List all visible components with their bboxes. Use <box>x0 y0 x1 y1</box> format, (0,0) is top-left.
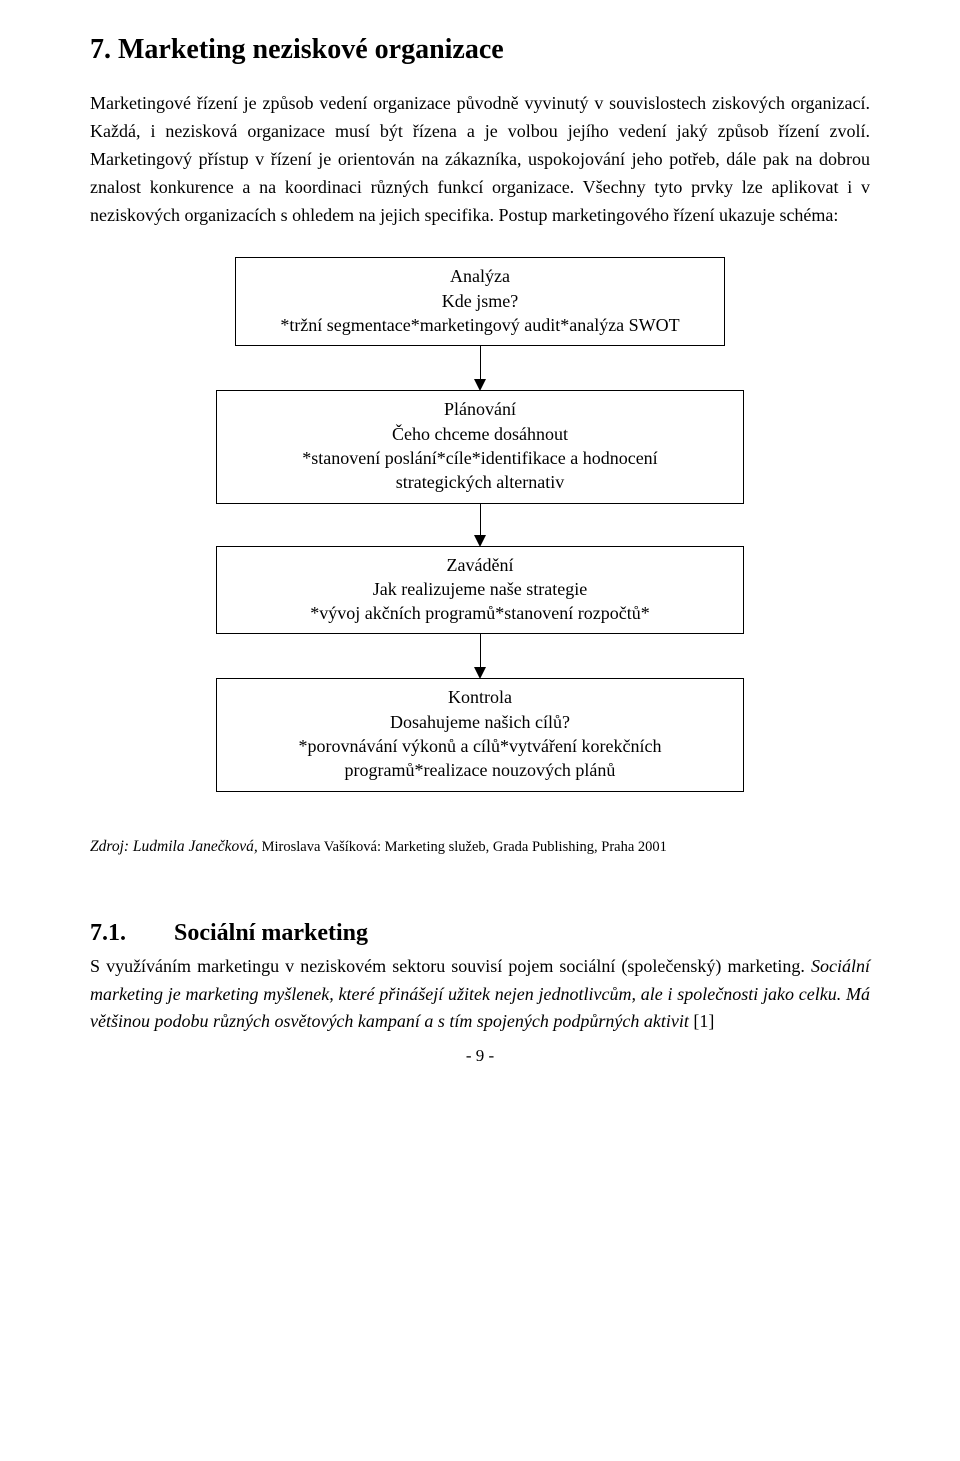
flowchart-box-line: programů*realizace nouzových plánů <box>231 758 729 782</box>
flowchart-box: PlánováníČeho chceme dosáhnout*stanovení… <box>216 390 744 503</box>
subsection-heading: 7.1. Sociální marketing <box>90 920 870 947</box>
flowchart-box-line: Plánování <box>231 397 729 421</box>
flowchart-arrow <box>474 633 486 679</box>
flowchart-box-line: Jak realizujeme naše strategie <box>231 577 729 601</box>
flowchart-box-line: Dosahujeme našich cílů? <box>231 710 729 734</box>
para2-lead: S využíváním marketingu v neziskovém sek… <box>90 956 811 976</box>
flowchart-box-line: strategických alternativ <box>231 470 729 494</box>
subsection-number: 7.1. <box>90 920 126 947</box>
flowchart-box-line: Kontrola <box>231 685 729 709</box>
flowchart-arrow <box>474 503 486 547</box>
subsection-paragraph: S využíváním marketingu v neziskovém sek… <box>90 953 870 1037</box>
flowchart-box-line: Čeho chceme dosáhnout <box>231 422 729 446</box>
source-rest: Miroslava Vašíková: Marketing služeb, Gr… <box>262 839 667 855</box>
source-author: Zdroj: Ludmila Janečková, <box>90 838 262 855</box>
flowchart-box-line: Kde jsme? <box>250 289 710 313</box>
flowchart-box-line: *porovnávání výkonů a cílů*vytváření kor… <box>231 734 729 758</box>
flowchart: AnalýzaKde jsme?*tržní segmentace*market… <box>90 257 870 791</box>
page-number: - 9 - <box>90 1046 870 1066</box>
arrow-shaft <box>480 345 481 379</box>
flowchart-arrow <box>474 345 486 391</box>
arrow-shaft <box>480 503 481 535</box>
section-heading: 7. Marketing neziskové organizace <box>90 34 870 66</box>
flowchart-box-line: Zavádění <box>231 553 729 577</box>
arrow-shaft <box>480 633 481 667</box>
para2-ref: [1] <box>693 1011 714 1031</box>
flowchart-box-line: *tržní segmentace*marketingový audit*ana… <box>250 313 710 337</box>
intro-paragraph: Marketingové řízení je způsob vedení org… <box>90 90 870 229</box>
subsection-title: Sociální marketing <box>174 920 368 946</box>
flowchart-box: KontrolaDosahujeme našich cílů?*porovnáv… <box>216 678 744 791</box>
flowchart-box: AnalýzaKde jsme?*tržní segmentace*market… <box>235 257 725 346</box>
source-citation: Zdroj: Ludmila Janečková, Miroslava Vaší… <box>90 838 870 856</box>
flowchart-box-line: *stanovení poslání*cíle*identifikace a h… <box>231 446 729 470</box>
flowchart-box: ZaváděníJak realizujeme naše strategie*v… <box>216 546 744 635</box>
flowchart-box-line: Analýza <box>250 264 710 288</box>
flowchart-box-line: *vývoj akčních programů*stanovení rozpoč… <box>231 601 729 625</box>
